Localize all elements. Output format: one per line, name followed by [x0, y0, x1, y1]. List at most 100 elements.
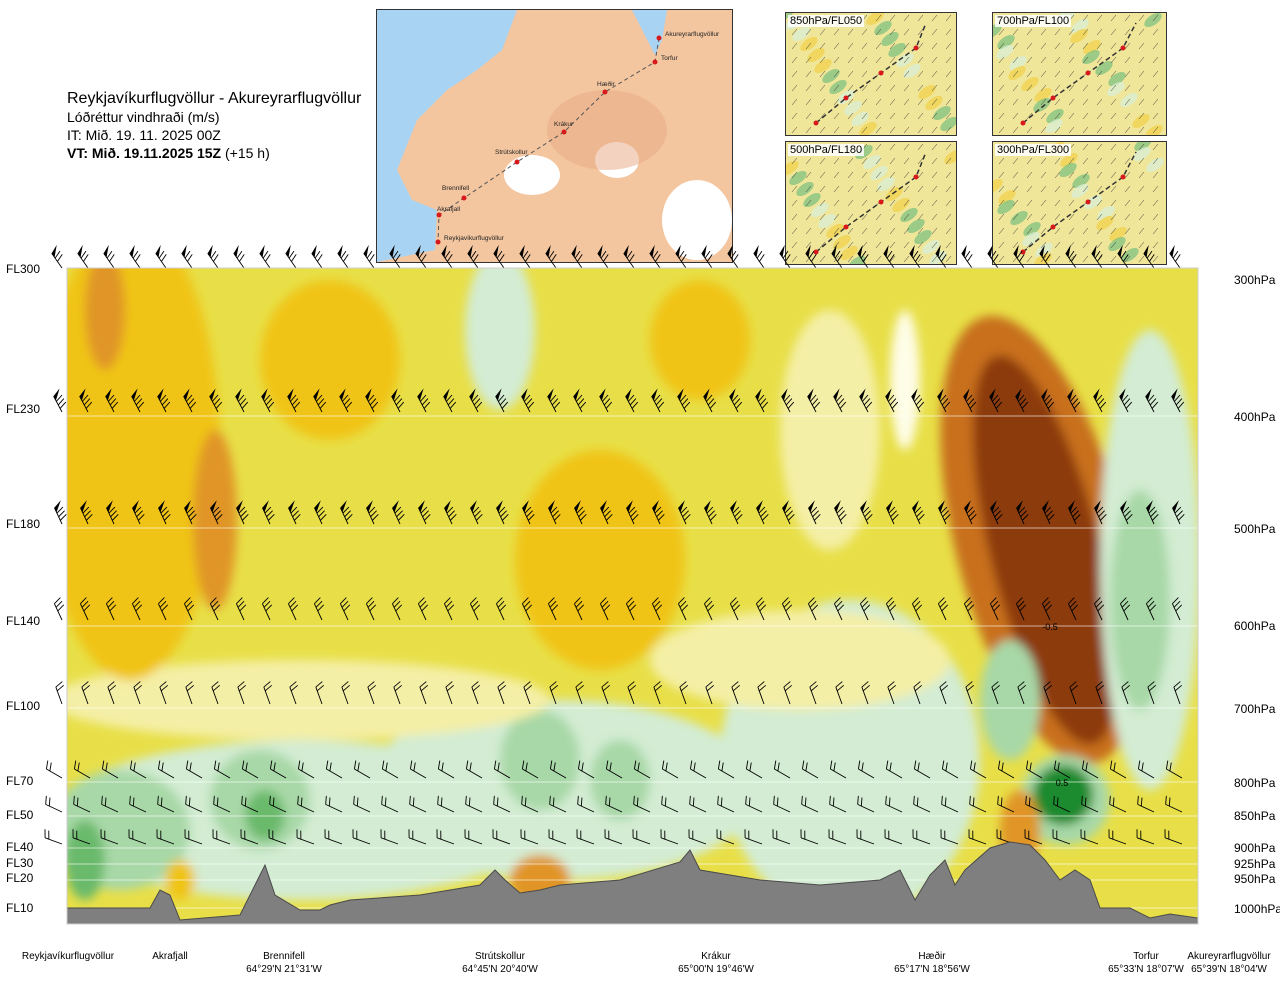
wind-barb — [365, 597, 377, 621]
barb-pennant — [1016, 500, 1023, 513]
barb-staff — [183, 603, 193, 621]
barb-feather — [238, 684, 246, 692]
barb-feather — [447, 604, 455, 612]
barb-feather — [735, 401, 743, 409]
thumb-barb — [833, 126, 840, 134]
fl-label: FL50 — [6, 808, 34, 822]
barb-staff — [884, 837, 903, 845]
thumbnail-700[interactable]: 700hPa/FL100 — [992, 12, 1167, 136]
barb-feather — [1096, 394, 1103, 402]
barb-feather — [1137, 760, 1141, 770]
barb-feather — [576, 829, 578, 838]
thumb-barb — [1096, 199, 1103, 207]
thumb-barb — [861, 42, 868, 50]
barb-feather — [319, 513, 327, 521]
thumb-barb — [1110, 56, 1117, 64]
thumb-barb — [903, 171, 910, 179]
barb-feather — [445, 681, 453, 688]
barb-staff — [53, 395, 63, 413]
barb-feather — [353, 795, 355, 805]
thumb-blob — [1021, 76, 1039, 92]
thumb-waypoint — [1085, 70, 1091, 76]
wind-barb — [1069, 681, 1078, 705]
barb-staff — [1109, 803, 1127, 813]
barb-staff — [417, 395, 427, 413]
thumbnail-300[interactable]: 300hPa/FL300 — [992, 141, 1167, 265]
wind-barb — [677, 500, 691, 525]
barb-feather — [352, 829, 354, 838]
location-reykjavik: Reykjavíkurflugvöllur — [21, 951, 115, 962]
barb-feather — [268, 829, 270, 838]
barb-staff — [263, 686, 271, 705]
barb-feather — [550, 394, 557, 402]
thumb-barb — [1110, 70, 1117, 78]
barb-staff — [576, 837, 595, 845]
thumb-barb — [931, 98, 938, 106]
thumb-blob — [888, 42, 906, 58]
barb-staff — [131, 507, 141, 525]
barb-feather — [159, 681, 167, 688]
wind-barb — [545, 244, 557, 269]
wind-barb — [268, 829, 287, 845]
fl-label: FL100 — [6, 699, 41, 713]
map-fjord-north — [632, 10, 667, 55]
thumbnail-500[interactable]: 500hPa/FL180 — [785, 141, 957, 265]
wind-barb — [549, 681, 558, 705]
barb-pennant — [288, 500, 295, 513]
barb-feather — [914, 684, 922, 692]
thumb-barb — [861, 28, 868, 36]
barb-feather — [1122, 394, 1129, 402]
barb-feather — [269, 760, 273, 770]
thumb-barb — [1068, 185, 1075, 193]
barb-feather — [601, 600, 609, 608]
thumb-barb — [945, 157, 952, 165]
thumb-barb — [945, 112, 952, 120]
thumb-barb — [1040, 70, 1047, 78]
barb-feather — [968, 829, 970, 838]
barb-feather — [293, 513, 301, 521]
thumb-barb — [1096, 241, 1103, 249]
wind-barb — [772, 829, 791, 845]
barb-feather — [315, 681, 323, 688]
barb-staff — [521, 603, 531, 621]
barb-staff — [573, 507, 583, 525]
barb-staff — [989, 603, 999, 621]
barb-feather — [241, 760, 245, 770]
barb-staff — [156, 837, 175, 845]
thumb-barb — [1096, 42, 1103, 50]
thumb-barb — [1152, 255, 1159, 263]
thumb-blob — [1045, 118, 1063, 134]
barb-feather — [550, 684, 558, 692]
barb-staff — [409, 803, 427, 813]
barb-feather — [678, 597, 685, 605]
barb-staff — [339, 395, 349, 413]
barb-feather — [521, 760, 525, 770]
thumb-waypoint — [1050, 224, 1056, 230]
wind-barb — [805, 244, 817, 269]
barb-feather — [1112, 830, 1114, 840]
thumb-blob — [1096, 215, 1114, 231]
barb-feather — [608, 830, 610, 840]
barb-feather — [441, 762, 444, 772]
wind-barb — [940, 829, 959, 845]
barb-staff — [727, 252, 739, 269]
field-region — [85, 268, 125, 370]
field-blobs — [67, 268, 1198, 920]
barb-feather — [748, 830, 750, 840]
barb-feather — [1084, 797, 1087, 807]
barb-feather — [992, 684, 1000, 692]
barb-feather — [496, 830, 498, 840]
barb-feather — [1168, 830, 1170, 840]
thumbnail-850[interactable]: 850hPa/FL050 — [785, 12, 957, 136]
barb-feather — [964, 597, 971, 605]
barb-pennant — [779, 244, 785, 258]
barb-feather — [446, 506, 454, 514]
barb-staff — [859, 603, 869, 621]
barb-feather — [836, 684, 844, 692]
thumb-barb — [1026, 255, 1033, 263]
wind-barb — [703, 500, 717, 525]
wind-barb — [1109, 760, 1127, 779]
barb-feather — [915, 398, 923, 406]
barb-feather — [548, 829, 550, 838]
thumb-barb — [819, 213, 826, 221]
